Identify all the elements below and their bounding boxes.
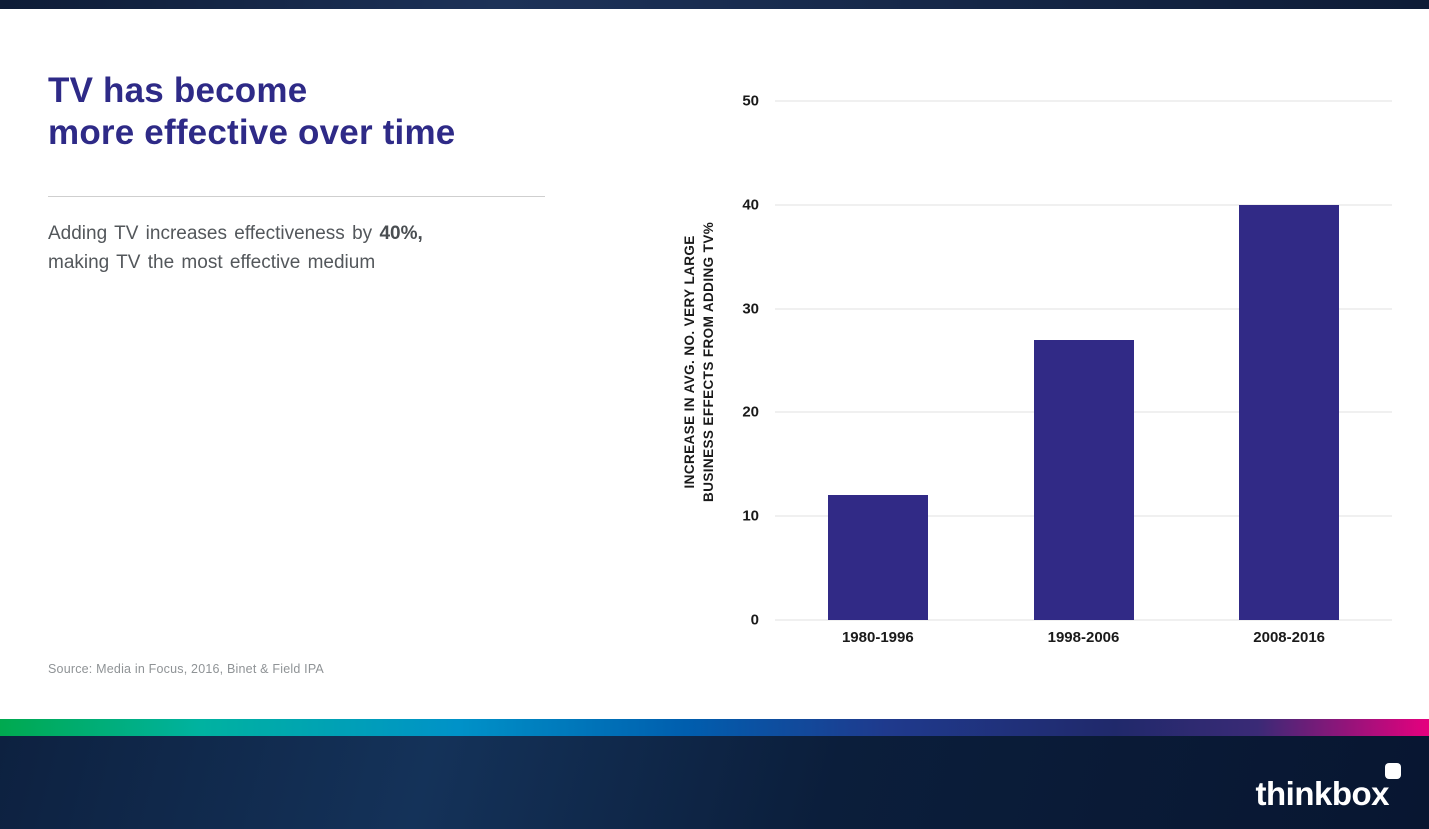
x-tick-label: 1980-1996 [841,629,914,646]
gridline-50 [775,100,1392,102]
subtitle-part1: Adding TV increases effectiveness by [48,223,380,244]
x-tick-label: 2008-2016 [1253,629,1326,646]
footer-gradient-stripe [0,719,1429,736]
y-tick-label: 50 [742,92,759,110]
bar-1998-2006 [1033,339,1134,620]
gridline-0 [775,619,1392,621]
y-tick-label: 20 [742,403,759,421]
top-accent-bar [0,0,1429,9]
page-title-line1: TV has become [48,71,308,110]
plot-area: 0 10 20 30 40 50 1980-1996 1998-2006 2008-2016 [742,93,1392,646]
subtitle: Adding TV increases effectiveness by 40%… [48,220,568,277]
y-tick-label: 40 [742,196,759,214]
gridline-30 [775,308,1392,310]
y-tick-label: 10 [742,507,759,525]
y-axis-title: INCREASE IN AVG. NO. VERY LARGE BUSINESS… [681,102,719,622]
y-axis-title-line1: INCREASE IN AVG. NO. VERY LARGE [682,235,698,489]
bar-chart: INCREASE IN AVG. NO. VERY LARGE BUSINESS… [660,90,1405,660]
x-tick-label: 1998-2006 [1047,629,1120,646]
bar-2008-2016 [1239,204,1340,620]
footer-band: thinkbox [0,736,1429,829]
page-title-line2: more effective over time [48,113,456,152]
y-tick-label: 30 [742,300,759,318]
title-divider [48,196,545,197]
source-text: Source: Media in Focus, 2016, Binet & Fi… [48,662,324,676]
thinkbox-logo-text: thinkbox [1255,775,1390,812]
thinkbox-logo: thinkbox [1255,763,1401,813]
y-axis-title-line2: BUSINESS EFFECTS FROM ADDING TV% [701,221,716,502]
page-title: TV has become more effective over time [48,70,455,154]
thinkbox-logo-square-icon [1385,763,1401,779]
bar-1980-1996 [827,495,928,620]
y-tick-label: 0 [750,611,759,629]
subtitle-line2: making TV the most effective medium [48,251,376,273]
subtitle-bold: 40%, [379,223,423,244]
gridline-40 [775,204,1392,206]
